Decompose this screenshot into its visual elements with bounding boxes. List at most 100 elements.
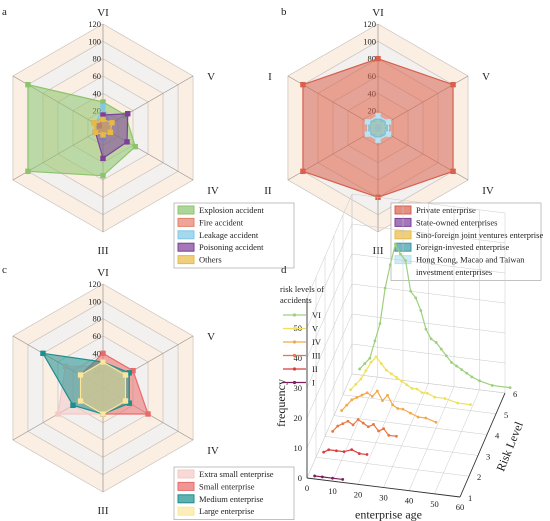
- grid-line: [351, 223, 506, 244]
- grid-line: [315, 456, 470, 477]
- data-point: [100, 350, 106, 357]
- data-point: [92, 129, 99, 136]
- radial-tick-label: 100: [363, 36, 376, 46]
- radial-tick-label: 40: [93, 88, 102, 98]
- data-point: [300, 168, 306, 175]
- axis-label-V: V: [482, 71, 490, 83]
- data-point: [368, 356, 372, 360]
- legend-box: [390, 202, 542, 281]
- data-point: [395, 376, 398, 379]
- grid-line: [306, 373, 353, 479]
- data-point: [359, 377, 363, 381]
- legend-label: Foreign-invested enterprise: [416, 242, 509, 252]
- data-point: [416, 415, 420, 419]
- data-point: [109, 120, 115, 126]
- legend-swatch: [177, 255, 195, 265]
- axis-label-IV: IV: [207, 445, 219, 457]
- grid-line: [351, 283, 506, 304]
- y-tick-label: 4: [495, 431, 500, 441]
- grid-line: [434, 389, 480, 494]
- data-point: [450, 360, 453, 364]
- y-tick-label: 5: [504, 410, 508, 420]
- y-axis: [459, 392, 506, 498]
- x-axis-title: enterprise age: [355, 508, 422, 521]
- legend-title: risk levels of: [280, 284, 324, 294]
- legend-label: I: [312, 378, 315, 388]
- data-point: [415, 387, 419, 391]
- data-point: [396, 407, 400, 410]
- grid-line: [306, 343, 353, 449]
- data-point: [320, 475, 324, 479]
- radar-panel-c: c20406080100120VIVIVIIIIIIExtra small en…: [2, 264, 295, 520]
- data-point: [40, 350, 46, 357]
- grid-line: [383, 383, 429, 488]
- data-point: [390, 372, 393, 376]
- data-point: [55, 411, 61, 417]
- legend-label: Private enterprise: [416, 205, 476, 215]
- legend-swatch: [292, 367, 297, 371]
- data-point: [433, 395, 437, 399]
- radar-panel-a: a20406080100120VIVIVIIIIIIExplosion acci…: [2, 6, 295, 269]
- z-tick-label: 0: [298, 473, 302, 483]
- legend-label: VI: [312, 310, 321, 320]
- data-point: [434, 420, 438, 424]
- data-point: [381, 399, 384, 403]
- data-point: [469, 403, 472, 407]
- legend-label: Others: [199, 255, 222, 265]
- data-point: [382, 427, 386, 431]
- legend-a: Explosion accident Fire accident Leakage a…: [173, 202, 295, 269]
- grid-line: [351, 343, 506, 364]
- data-point: [354, 382, 358, 386]
- legend-swatch: [177, 217, 195, 227]
- data-point: [145, 411, 151, 417]
- data-point: [439, 347, 443, 351]
- grid-line: [351, 373, 506, 394]
- radial-tick-label: 60: [93, 331, 102, 341]
- data-point: [122, 398, 129, 404]
- data-point: [450, 81, 456, 88]
- panel-letter-b: b: [281, 6, 287, 18]
- data-point: [100, 411, 106, 417]
- data-point: [100, 103, 106, 110]
- data-point: [508, 386, 512, 390]
- axis-label-IV: IV: [207, 185, 219, 197]
- legend-swatch: [177, 230, 195, 240]
- legend-label: State-owned enterprises: [416, 217, 497, 227]
- legend-label: Medium enterprise: [199, 494, 264, 504]
- x-tick-label: 20: [354, 489, 363, 499]
- data-point: [124, 139, 130, 145]
- grid-line: [357, 380, 404, 485]
- legend-title: accidents: [280, 295, 312, 305]
- data-point: [372, 423, 375, 426]
- z-tick-label: 20: [294, 413, 303, 423]
- data-point: [490, 384, 494, 387]
- data-point: [100, 155, 106, 162]
- data-point: [399, 252, 402, 256]
- grid-line: [408, 386, 455, 491]
- panel-letter-a: a: [2, 6, 7, 18]
- data-point: [377, 429, 380, 433]
- data-point: [450, 168, 456, 175]
- series-polygon: [366, 115, 390, 141]
- data-point: [465, 371, 469, 375]
- data-point: [100, 116, 106, 123]
- data-point: [443, 397, 447, 400]
- data-point: [366, 425, 370, 429]
- data-point: [364, 131, 371, 137]
- legend-label: Extra small enterprise: [199, 469, 274, 479]
- data-point: [363, 362, 367, 365]
- x-tick-label: 0: [305, 483, 309, 493]
- grid-line: [333, 415, 488, 435]
- z-tick-label: 30: [294, 383, 303, 393]
- data-point: [356, 418, 360, 421]
- radial-tick-label: 80: [93, 314, 102, 324]
- data-point: [429, 337, 433, 341]
- data-point: [365, 453, 369, 456]
- grid-line: [306, 193, 353, 299]
- data-point: [336, 424, 340, 428]
- data-point: [349, 388, 353, 392]
- z-tick-label: 40: [294, 353, 303, 363]
- axis-label-III: III: [98, 245, 109, 257]
- data-point: [351, 423, 355, 427]
- radial-tick-label: 100: [88, 36, 101, 46]
